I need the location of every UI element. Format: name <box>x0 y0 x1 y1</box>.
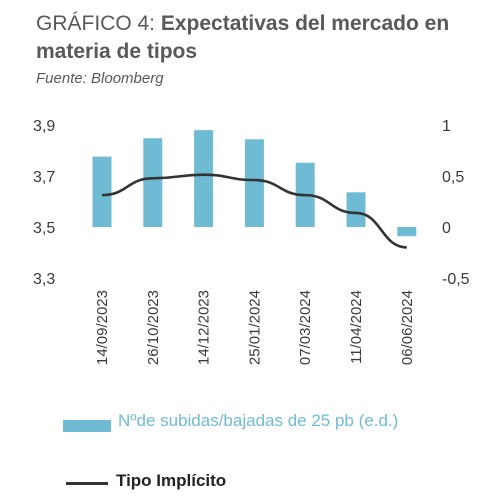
bar <box>346 192 366 227</box>
bar <box>143 138 163 227</box>
legend-line-swatch <box>66 482 108 485</box>
bar <box>244 139 264 227</box>
category-label: 14/12/2023 <box>196 290 213 365</box>
left-axis-ticks: 3,9 3,7 3,5 3,3 <box>33 118 55 288</box>
left-tick-label: 3,3 <box>33 271 55 288</box>
chart-title: GRÁFICO 4: Expectativas del mercado en m… <box>36 10 492 66</box>
right-axis-ticks: 1 0,5 0 -0,5 <box>442 118 470 288</box>
category-label: 06/06/2024 <box>399 290 416 365</box>
legend-bar-swatch <box>63 420 111 432</box>
line-path <box>101 173 407 249</box>
bar <box>397 227 417 237</box>
bar <box>92 156 112 227</box>
category-label: 14/09/2023 <box>94 290 111 365</box>
category-label: 25/01/2024 <box>246 290 263 365</box>
bar <box>194 130 214 227</box>
left-tick-label: 3,9 <box>33 118 55 135</box>
legend-line-label: Tipo Implícito <box>116 471 227 490</box>
right-tick-label: 1 <box>442 118 451 135</box>
category-label: 11/04/2024 <box>348 290 365 364</box>
right-tick-label: 0 <box>442 220 451 237</box>
category-label: 26/10/2023 <box>145 290 162 365</box>
left-tick-label: 3,5 <box>33 220 55 237</box>
bar-series <box>92 130 417 237</box>
chart-source: Fuente: Bloomberg <box>36 70 164 87</box>
chart-title-prefix: GRÁFICO 4: <box>36 12 161 35</box>
legend-bar-label: Nºde subidas/bajadas de 25 pb (e.d.) <box>118 411 399 430</box>
category-label: 07/03/2024 <box>297 290 314 365</box>
right-tick-label: 0,5 <box>442 169 464 186</box>
chart-title-main: Expectativas del mercado en materia de t… <box>36 12 450 63</box>
right-tick-label: -0,5 <box>442 271 470 288</box>
category-labels: 14/09/2023 26/10/2023 14/12/2023 25/01/2024… <box>94 290 416 365</box>
line-series <box>101 173 407 249</box>
left-tick-label: 3,7 <box>33 169 55 186</box>
